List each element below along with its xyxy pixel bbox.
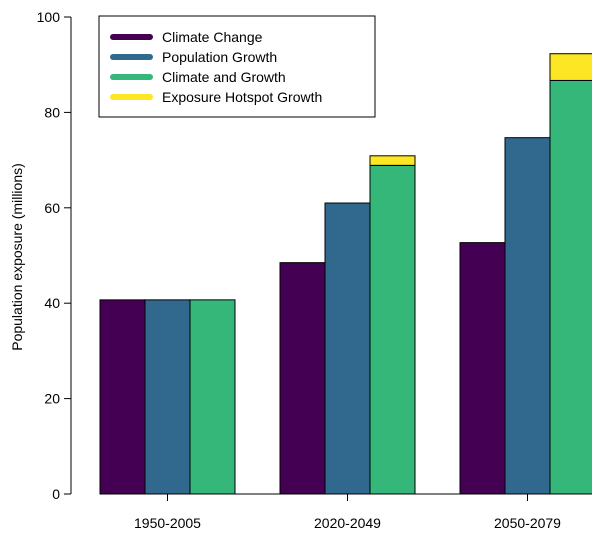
bar-climate-change-1950-2005 <box>99 299 146 495</box>
y-tick-label: 100 <box>37 9 61 25</box>
y-tick-label: 0 <box>52 486 60 502</box>
bar-population-growth-2020-2049 <box>324 202 371 495</box>
x-axis: 1950-2005 2020-2049 2050-2079 <box>134 493 592 531</box>
legend-box <box>98 15 376 118</box>
y-tick-label: 60 <box>44 200 60 216</box>
legend: Climate Change Population Growth Climate a… <box>98 15 376 118</box>
bar-climate-and-growth-1950-2005 <box>189 299 236 495</box>
bar-climate-change-2050-2079 <box>459 242 506 495</box>
bar-climate-and-growth-2020-2049 <box>369 164 416 495</box>
legend-label: Climate and Growth <box>162 69 286 85</box>
y-axis-label: Population exposure (millions) <box>9 163 25 351</box>
bar-population-growth-1950-2005 <box>144 299 191 495</box>
bar-exposure-hotspot-growth-2020-2049 <box>369 155 416 166</box>
legend-label: Population Growth <box>162 49 277 65</box>
bar-population-growth-2050-2079 <box>504 137 551 495</box>
legend-label: Exposure Hotspot Growth <box>162 89 322 105</box>
bar-climate-change-2020-2049 <box>279 262 326 495</box>
y-tick-label: 40 <box>44 295 60 311</box>
x-tick-label: 2020-2049 <box>314 515 381 531</box>
legend-label: Climate Change <box>162 29 263 45</box>
bar-climate-and-growth-2050-2079 <box>549 79 592 495</box>
x-tick-label: 2050-2079 <box>494 515 561 531</box>
y-tick-label: 20 <box>44 391 60 407</box>
x-tick-label: 1950-2005 <box>134 515 201 531</box>
bars <box>99 53 592 495</box>
y-tick-label: 80 <box>44 104 60 120</box>
bar-exposure-hotspot-growth-2050-2079 <box>549 53 592 81</box>
y-axis: 0 20 40 60 80 100 <box>37 9 72 502</box>
